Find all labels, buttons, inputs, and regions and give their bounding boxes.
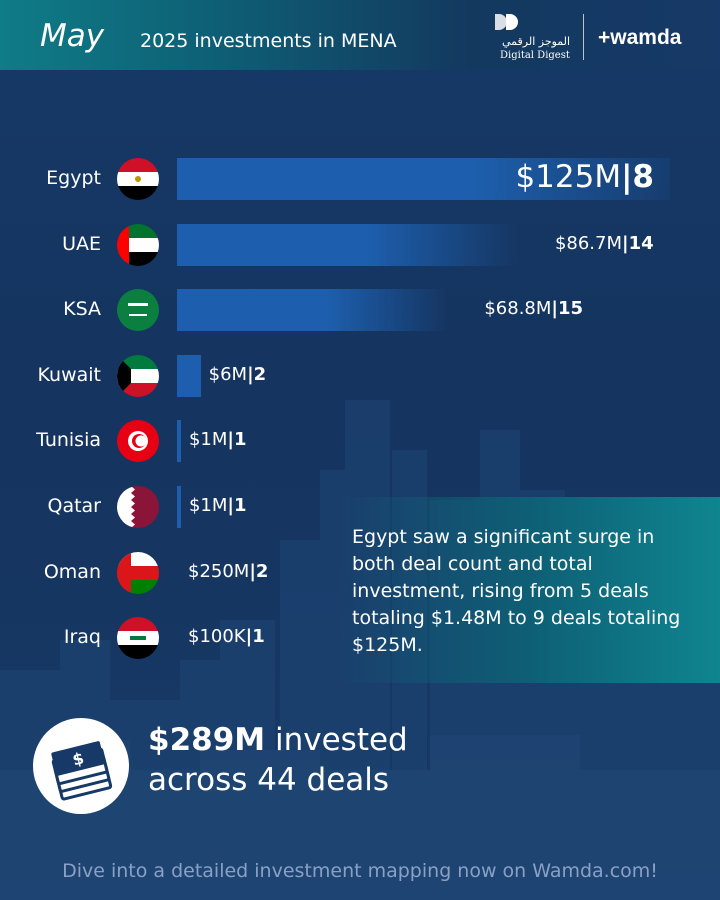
- digital-digest-arabic: الموجز الرقمي: [502, 35, 571, 48]
- iraq-flag-icon: [117, 617, 159, 660]
- deal-count: 1: [233, 429, 247, 451]
- egypt-flag-icon: [117, 158, 159, 200]
- country-label: Egypt: [46, 167, 101, 189]
- bar-row: Egypt $125M|8: [0, 156, 720, 202]
- wamda-logo: +wamda: [598, 26, 682, 49]
- deal-count: 8: [632, 159, 654, 195]
- bar-row: Oman $250M|2: [0, 550, 720, 596]
- separator: |: [622, 232, 629, 254]
- amount-value: $250M: [188, 560, 250, 582]
- separator: |: [621, 159, 633, 195]
- bar-row: Iraq $100K|1: [0, 615, 720, 661]
- qatar-flag-icon: [117, 486, 159, 528]
- page-subtitle: 2025 investments in MENA: [140, 30, 397, 52]
- bar: [177, 158, 670, 200]
- bar: [177, 354, 201, 397]
- separator: |: [551, 298, 558, 320]
- uae-flag-icon: [117, 223, 159, 266]
- note-highlight: [338, 497, 720, 683]
- tunisia-flag-icon: [117, 420, 159, 463]
- deal-count: 1: [252, 626, 265, 648]
- deal-count: 2: [255, 560, 269, 582]
- country-label: Iraq: [63, 626, 101, 649]
- bar: [177, 289, 449, 332]
- country-label: Oman: [43, 560, 101, 583]
- value-label: $68.8M|15: [484, 298, 583, 319]
- digital-digest-english: Digital Digest: [500, 50, 570, 61]
- value-label: $6M|2: [209, 364, 267, 385]
- separator: |: [227, 495, 234, 516]
- amount-value: $1M: [188, 495, 228, 516]
- separator: |: [245, 626, 253, 648]
- amount-value: $125M: [515, 159, 622, 195]
- deal-count: 1: [233, 495, 247, 516]
- ksa-flag-icon: [117, 289, 159, 332]
- value-label: $250M|2: [188, 561, 268, 582]
- amount-value: $100K: [188, 626, 246, 648]
- amount-value: $86.7M: [554, 232, 622, 254]
- total-deals-line: across 44 deals: [148, 762, 390, 798]
- month-label: May: [40, 18, 105, 54]
- country-label: UAE: [62, 232, 101, 255]
- amount-value: $1M: [188, 429, 228, 451]
- egypt-note: Egypt saw a significant surge in both de…: [352, 526, 681, 656]
- bar: [177, 486, 181, 528]
- amount-value: $68.8M: [484, 298, 552, 320]
- kuwait-flag-icon: [117, 354, 159, 397]
- total-amount: $289M: [148, 722, 266, 758]
- amount-value: $6M: [208, 363, 248, 385]
- separator: |: [227, 429, 234, 451]
- svg-text:$: $: [71, 748, 86, 769]
- bar-row: UAE $86.7M|14: [0, 222, 720, 268]
- logo-divider: [583, 14, 584, 60]
- oman-flag-icon: [117, 551, 159, 594]
- deal-count: 14: [628, 232, 654, 254]
- country-label: Kuwait: [37, 363, 101, 386]
- value-label: $1M|1: [189, 495, 247, 516]
- country-label: Qatar: [47, 495, 101, 517]
- deal-count: 2: [253, 363, 267, 385]
- digital-digest-mark-icon: [495, 14, 518, 30]
- bar-row: KSA $68.8M|15: [0, 287, 720, 333]
- value-label: $125M|8: [515, 159, 654, 195]
- digital-digest-logo: الموجز الرقمي Digital Digest: [494, 13, 574, 63]
- bar-row: Tunisia $1M|1: [0, 418, 720, 464]
- country-label: Tunisia: [36, 429, 101, 452]
- separator: |: [247, 363, 254, 385]
- total-invested-text: invested: [265, 722, 408, 758]
- bar-row: Kuwait $6M|2: [0, 353, 720, 399]
- separator: |: [249, 560, 256, 582]
- deal-count: 15: [557, 298, 584, 320]
- money-stack-icon: $: [51, 741, 113, 801]
- value-label: $1M|1: [189, 429, 247, 450]
- country-label: KSA: [63, 298, 101, 321]
- footer-cta: Dive into a detailed investment mapping …: [62, 860, 658, 882]
- value-label: $86.7M|14: [555, 233, 654, 254]
- header-bar: May 2025 investments in MENA الموجز الرق…: [0, 0, 720, 70]
- money-icon-circle: $: [33, 718, 129, 814]
- bar: [177, 223, 519, 266]
- value-label: $100K|1: [188, 626, 265, 647]
- bar: [177, 420, 181, 463]
- bar-row: Qatar $1M|1: [0, 484, 720, 530]
- total-amount-line: $289M invested: [148, 722, 408, 758]
